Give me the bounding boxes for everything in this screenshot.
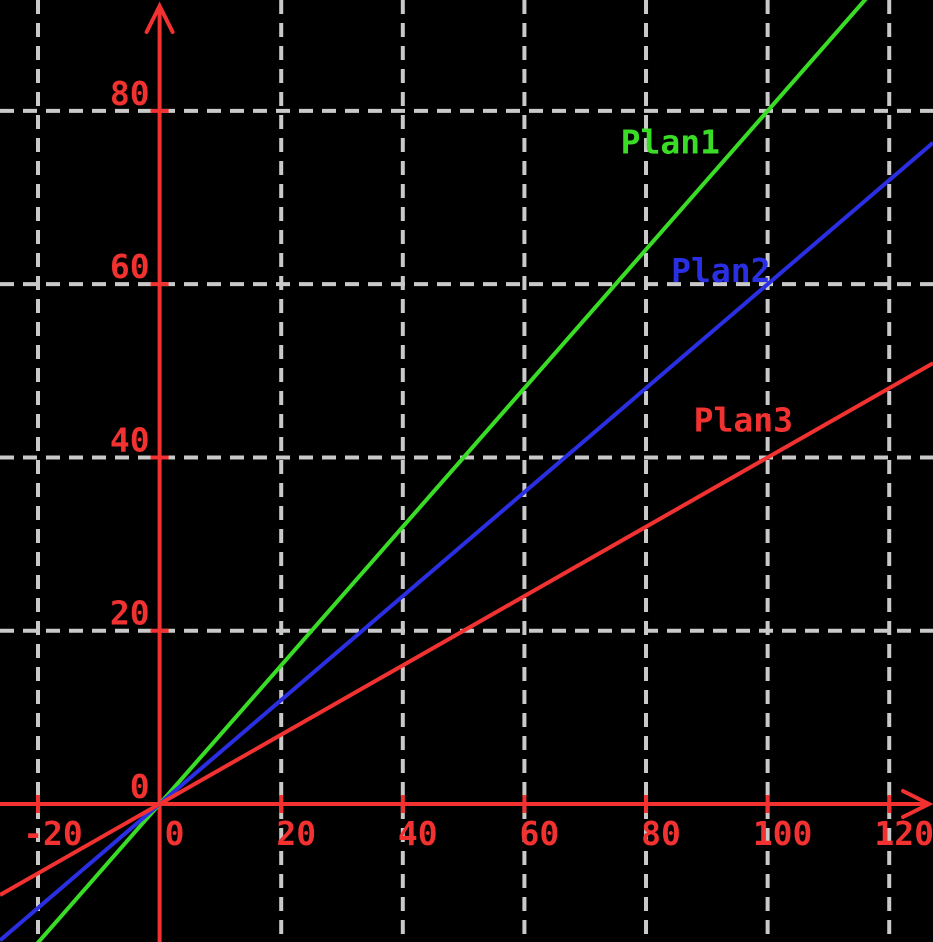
- x-axis-arrowhead: [901, 788, 933, 819]
- series-line-plan3: [0, 361, 933, 897]
- y-tick-label-60: 60: [110, 247, 150, 286]
- y-tick-label-80: 80: [110, 74, 150, 113]
- series-label-plan1: Plan1: [621, 123, 720, 162]
- series-label-plan3: Plan3: [694, 401, 793, 440]
- x-tick-label--20: -20: [23, 814, 83, 853]
- x-tick-label-100: 100: [753, 814, 813, 853]
- x-tick-label-60: 60: [520, 814, 560, 853]
- x-tick-label-20: 20: [276, 814, 316, 853]
- x-tick-label-40: 40: [398, 814, 438, 853]
- x-tick-label-0: 0: [165, 814, 185, 853]
- x-tick-label-120: 120: [874, 814, 933, 853]
- series-label-plan2: Plan2: [671, 251, 770, 290]
- x-tick-label-80: 80: [641, 814, 681, 853]
- y-axis-arrowhead: [144, 1, 175, 34]
- y-tick-label-0: 0: [130, 767, 150, 806]
- y-tick-label-20: 20: [110, 594, 150, 633]
- y-tick-label-40: 40: [110, 420, 150, 459]
